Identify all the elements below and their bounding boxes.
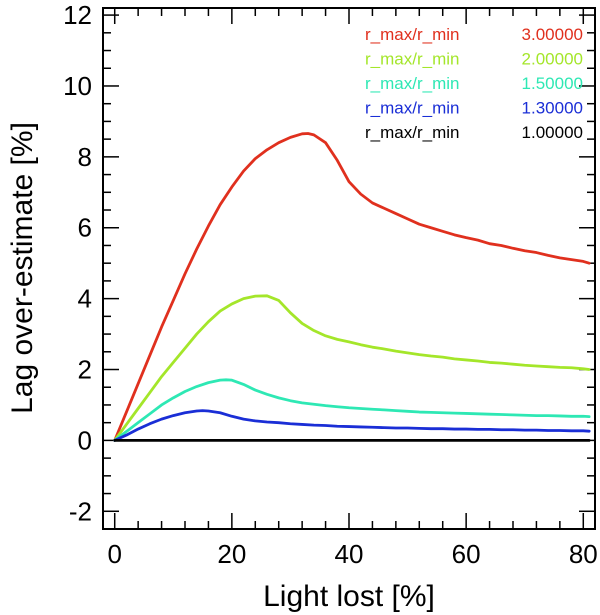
legend-entry-value: 2.00000 [522,50,583,69]
x-tick-label: 40 [335,539,364,569]
series-line-2.00000 [113,294,591,442]
y-tick-label: -2 [69,496,92,526]
x-tick-label: 0 [107,539,121,569]
legend-entry-name: r_max/r_min [365,25,459,44]
legend-entry-value: 1.50000 [522,74,583,93]
y-tick-label: 2 [78,355,92,385]
legend-entry-name: r_max/r_min [365,50,459,69]
x-tick-label: 20 [217,539,246,569]
x-tick-label: 60 [452,539,481,569]
y-tick-label: 6 [78,213,92,243]
legend-entry-value: 1.30000 [522,99,583,118]
legend-entry-name: r_max/r_min [365,74,459,93]
legend-entry-name: r_max/r_min [365,123,459,142]
series-line-3.00000 [113,132,591,442]
y-tick-label: 8 [78,142,92,172]
legend-entry-value: 1.00000 [522,123,583,142]
x-tick-label: 80 [569,539,598,569]
y-tick-label: 0 [78,425,92,455]
legend-entry-name: r_max/r_min [365,99,459,118]
series-line-1.30000 [113,409,591,442]
x-axis-title: Light lost [%] [263,580,435,613]
y-axis-title: Lag over-estimate [%] [6,122,39,414]
series-line-1.50000 [113,378,591,442]
y-tick-label: 4 [78,284,92,314]
y-tick-label: 12 [63,0,92,30]
y-tick-label: 10 [63,71,92,101]
legend-entry-value: 3.00000 [522,25,583,44]
